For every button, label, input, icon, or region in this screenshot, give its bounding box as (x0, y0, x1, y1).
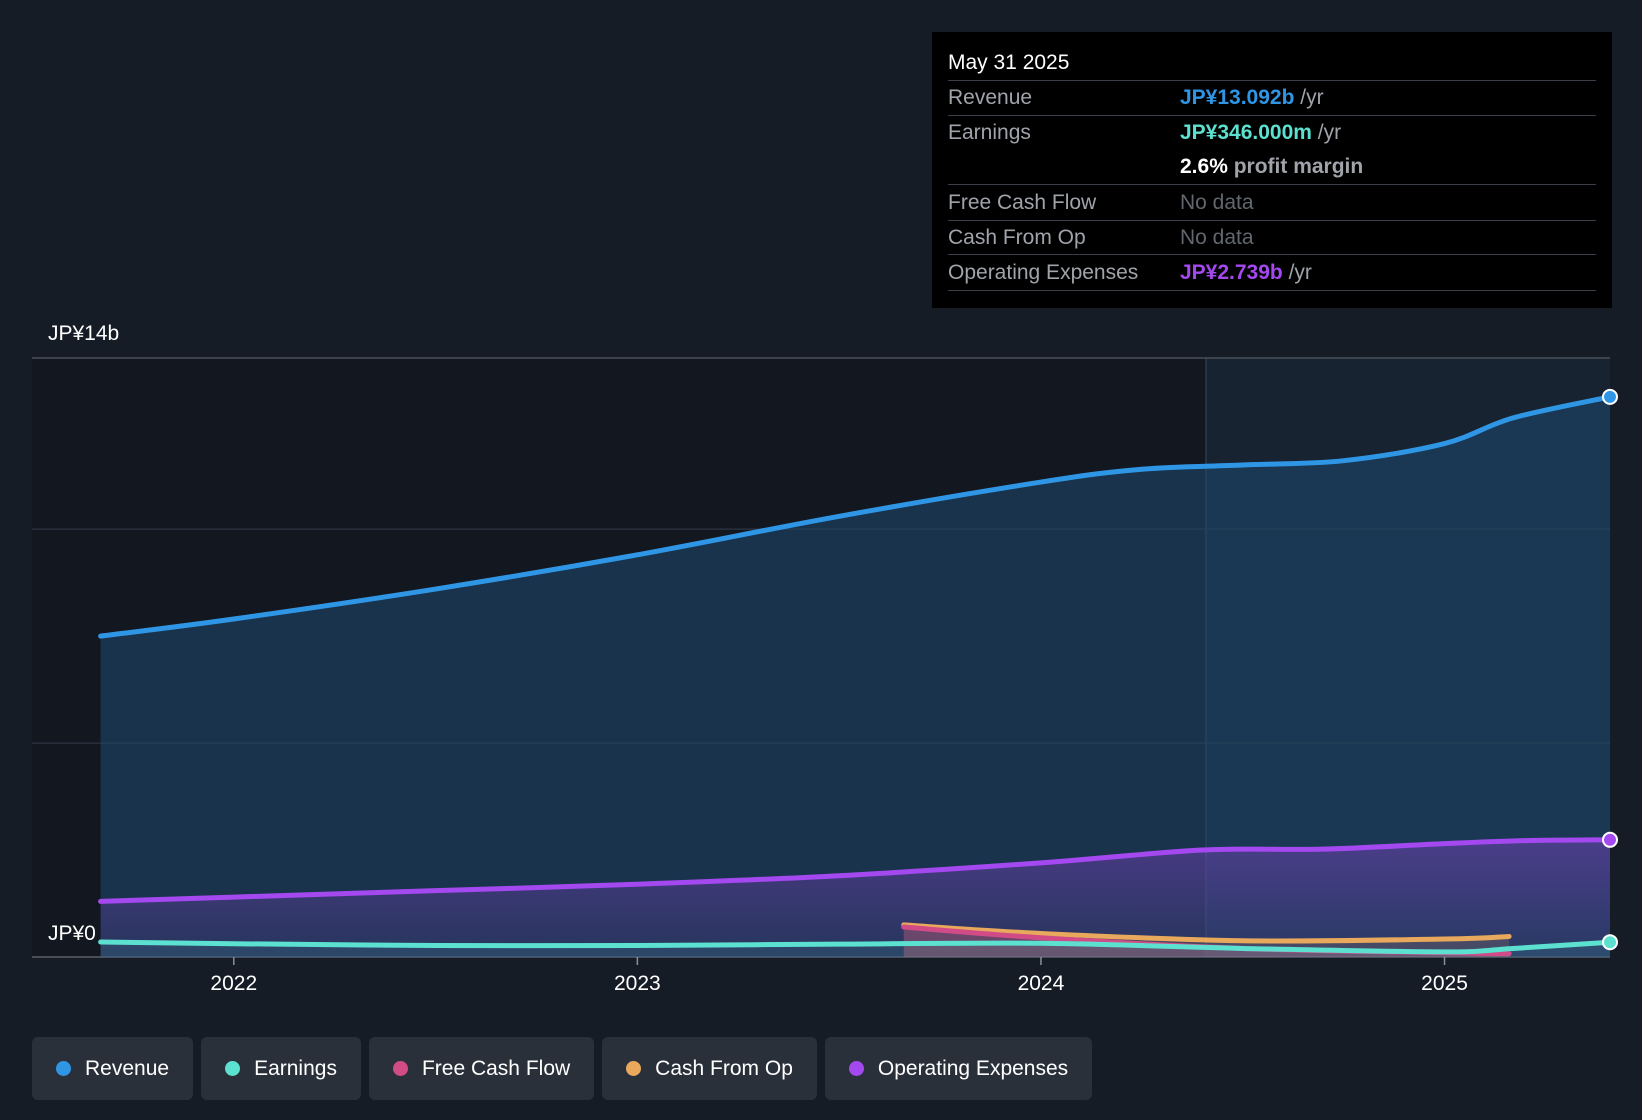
series-endpoints (1602, 388, 1618, 951)
free-cash-flow-area (903, 927, 1510, 957)
tooltip-earnings-label: Earnings (948, 121, 1031, 144)
tooltip-opex-label: Operating Expenses (948, 261, 1139, 284)
legend-dot-icon (56, 1061, 71, 1076)
legend-label: Free Cash Flow (421, 1056, 571, 1080)
tooltip-cfo-label: Cash From Op (948, 226, 1086, 249)
legend-label: Revenue (85, 1056, 170, 1080)
legend-dot-icon (626, 1061, 642, 1076)
cash-from-op-line (901, 922, 1512, 944)
legend-dot-icon (225, 1061, 241, 1076)
tooltip-margin-text: profit margin (1233, 155, 1364, 178)
x-tick-label: 2024 (1018, 972, 1065, 995)
x-tick-label: 2023 (614, 972, 661, 995)
revenue-endpoint (1602, 388, 1618, 405)
operating-expenses-area (100, 839, 1611, 957)
tooltip-margin-value: 2.6% (1180, 155, 1228, 178)
tooltip-fcf-value: No data (1180, 191, 1254, 214)
x-axis: 2022 2023 2024 2025 (210, 957, 1468, 995)
tooltip-opex-value: JP¥2.739b (1180, 261, 1283, 284)
legend-label: Operating Expenses (877, 1056, 1069, 1080)
operating-expenses-line (98, 837, 1613, 904)
earnings-line (98, 939, 1613, 955)
y-axis-top-label: JP¥14b (48, 322, 119, 345)
x-tick-label: 2022 (210, 972, 257, 995)
tooltip-cfo-row: Cash From Op No data (948, 221, 1596, 255)
tooltip: May 31 2025 Revenue JP¥13.092b /yr Earni… (932, 32, 1612, 308)
legend-label: Cash From Op (655, 1056, 793, 1080)
tooltip-cfo-value: No data (1180, 226, 1254, 249)
tooltip-earnings-row: Earnings JP¥346.000m /yr (948, 116, 1596, 150)
legend-item-revenue[interactable]: Revenue (32, 1037, 194, 1100)
legend: Revenue Earnings Free Cash Flow Cash Fro… (32, 1037, 1093, 1100)
tooltip-revenue-unit: /yr (1300, 86, 1324, 109)
tooltip-revenue-label: Revenue (948, 86, 1033, 109)
tooltip-fcf-row: Free Cash Flow No data (948, 185, 1596, 221)
legend-item-operating-expenses[interactable]: Operating Expenses (824, 1037, 1093, 1100)
legend-item-free-cash-flow[interactable]: Free Cash Flow (368, 1037, 595, 1100)
series-lines (98, 394, 1613, 957)
legend-label: Earnings (254, 1056, 337, 1080)
earnings-endpoint (1602, 934, 1618, 951)
legend-item-earnings[interactable]: Earnings (201, 1037, 361, 1100)
tooltip-revenue-value: JP¥13.092b (1180, 86, 1295, 109)
tooltip-date: May 31 2025 (948, 46, 1596, 81)
x-tick-label: 2025 (1421, 972, 1468, 995)
legend-dot-icon (392, 1061, 408, 1076)
legend-item-cash-from-op[interactable]: Cash From Op (602, 1037, 817, 1100)
tooltip-opex-unit: /yr (1288, 261, 1312, 284)
tooltip-revenue-row: Revenue JP¥13.092b /yr (948, 81, 1596, 116)
tooltip-margin-row: 2.6% profit margin (948, 150, 1596, 184)
operating-expenses-endpoint (1602, 831, 1618, 848)
revenue-area (100, 396, 1611, 957)
tooltip-earnings-block: Earnings JP¥346.000m /yr 2.6% profit mar… (948, 116, 1596, 185)
tooltip-earnings-unit: /yr (1317, 121, 1342, 144)
tooltip-earnings-value: JP¥346.000m (1180, 121, 1312, 144)
tooltip-opex-row: Operating Expenses JP¥2.739b /yr (948, 255, 1596, 291)
tooltip-fcf-label: Free Cash Flow (948, 191, 1097, 214)
y-axis-bottom-label: JP¥0 (48, 922, 96, 945)
legend-dot-icon (848, 1061, 864, 1076)
revenue-line (98, 394, 1613, 639)
